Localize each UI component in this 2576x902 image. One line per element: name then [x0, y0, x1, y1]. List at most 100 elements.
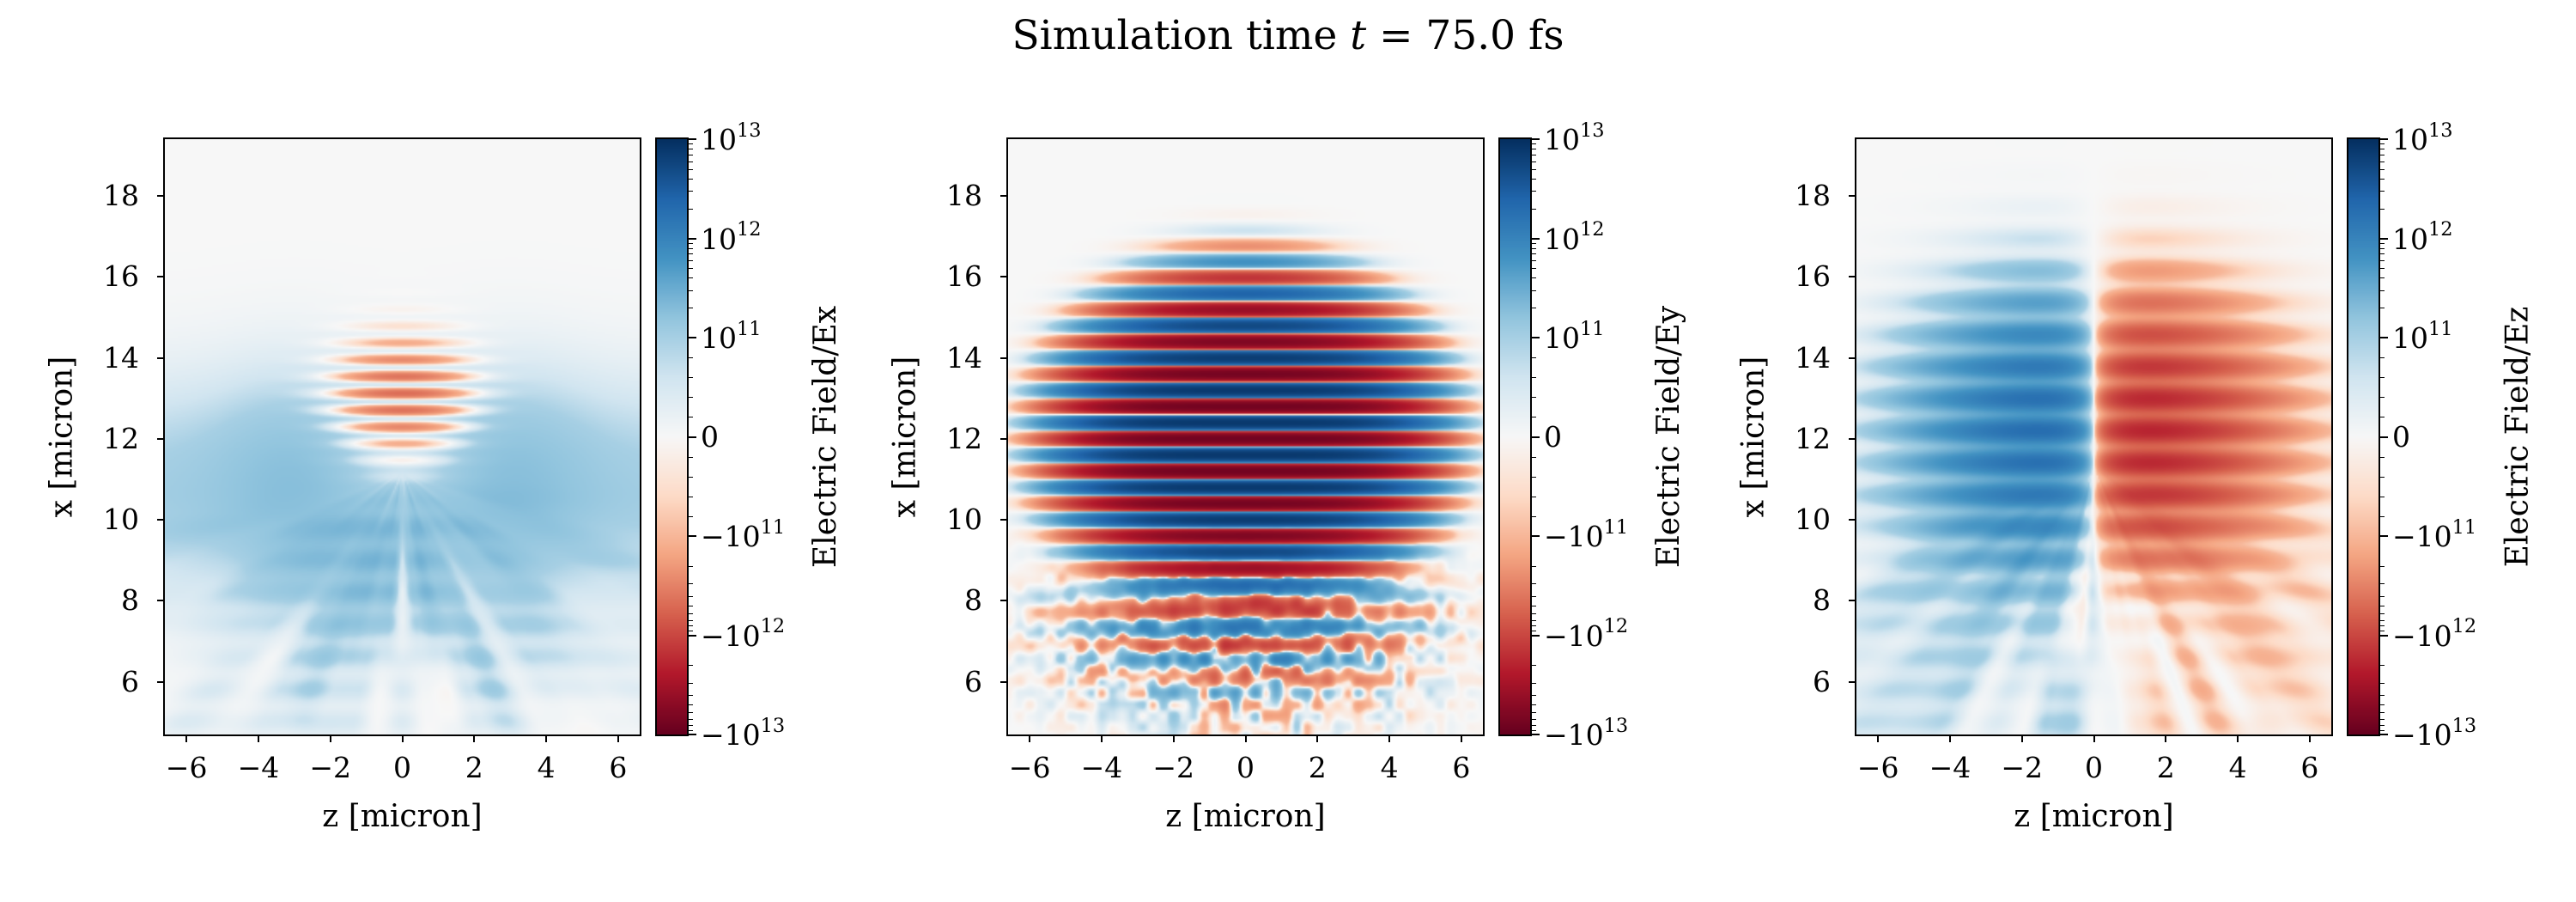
- y-tick-label: 14: [946, 340, 982, 375]
- colorbar-minor-tick: [689, 377, 693, 379]
- colorbar-minor-tick: [1532, 253, 1536, 255]
- colorbar-minor-tick: [2380, 242, 2385, 244]
- x-tick: [2237, 734, 2239, 742]
- y-tick: [157, 276, 165, 278]
- colorbar-minor-tick: [1532, 665, 1536, 667]
- colorbar-minor-tick: [689, 260, 693, 262]
- colorbar-tick: [1532, 634, 1540, 637]
- colorbar-Ex: [655, 137, 689, 736]
- x-tick-label: 4: [537, 751, 556, 784]
- colorbar-minor-tick: [2380, 565, 2385, 567]
- subplot-Ez: −6 −4 −2 0 2 4 6 6 8 10 12 14 16 18 1013 1012 1011 0 −1011…: [1736, 119, 2536, 834]
- colorbar-minor-tick: [1532, 613, 1536, 614]
- colorbar-tick-label: 1012: [701, 217, 762, 256]
- y-axis-label-text: x [micron]: [44, 356, 80, 518]
- colorbar-minor-tick: [1532, 476, 1536, 478]
- colorbar-tick-label: 1011: [2392, 317, 2453, 355]
- y-axis-label-Ez: x [micron]: [1735, 139, 1772, 734]
- axes-ticks-Ex: −6 −4 −2 0 2 4 6 6 8 10 12 14 16 18 1013 1012 1011 0 −1011…: [103, 119, 785, 784]
- x-tick-label: 6: [2300, 751, 2319, 784]
- y-tick: [1000, 276, 1008, 278]
- heatmap-Ez: [1856, 139, 2331, 734]
- colorbar-tick-label: 1012: [2392, 217, 2453, 256]
- colorbar-minor-tick: [1532, 289, 1536, 291]
- x-tick: [1029, 734, 1031, 742]
- x-tick-label: −2: [2001, 751, 2044, 784]
- y-tick-label: 16: [946, 259, 982, 294]
- colorbar-minor-tick: [1532, 143, 1536, 145]
- colorbar-minor-tick: [689, 476, 693, 478]
- colorbar-minor-tick: [2380, 191, 2385, 192]
- colorbar-minor-tick: [689, 625, 693, 627]
- colorbar-minor-tick: [2380, 619, 2385, 621]
- colorbar-minor-tick: [689, 208, 693, 210]
- y-tick-label: 6: [121, 664, 139, 698]
- x-tick-label: 4: [2228, 751, 2247, 784]
- colorbar-tick: [689, 237, 696, 240]
- colorbar-minor-tick: [1532, 625, 1536, 627]
- colorbar-tick: [1532, 237, 1540, 240]
- y-tick-label: 18: [946, 178, 982, 212]
- colorbar-tick: [689, 734, 696, 735]
- colorbar-minor-tick: [2380, 695, 2385, 697]
- colorbar-minor-tick: [1532, 208, 1536, 210]
- colorbar-minor-tick: [2380, 729, 2385, 731]
- colorbar-minor-tick: [2380, 253, 2385, 255]
- y-tick-label: 6: [1813, 664, 1831, 698]
- colorbar-tick-label: 1011: [1544, 317, 1605, 355]
- colorbar-minor-tick: [2380, 277, 2385, 279]
- colorbar-minor-tick: [1532, 595, 1536, 597]
- y-tick: [157, 437, 165, 440]
- colorbar-label-text: Electric Field/Ey: [1651, 305, 1687, 569]
- colorbar-tick: [1532, 535, 1540, 537]
- colorbar-label-Ex: Electric Field/Ex: [807, 139, 845, 734]
- colorbar-minor-tick: [2380, 515, 2385, 517]
- y-axis-label-text: x [micron]: [887, 356, 923, 518]
- y-tick: [1849, 195, 1856, 197]
- colorbar-minor-tick: [2380, 704, 2385, 706]
- x-tick-label: −2: [309, 751, 352, 784]
- colorbar-tick-label: 0: [2392, 419, 2410, 454]
- y-tick-label: 12: [1795, 421, 1831, 455]
- colorbar-minor-tick: [1532, 260, 1536, 262]
- x-tick-label: −4: [1080, 751, 1123, 784]
- colorbar-gradient-Ez: [2348, 139, 2379, 734]
- colorbar-minor-tick: [689, 168, 693, 170]
- colorbar-minor-tick: [1532, 729, 1536, 731]
- colorbar-tick: [1532, 734, 1540, 735]
- colorbar-tick: [1532, 436, 1540, 438]
- colorbar-minor-tick: [2380, 397, 2385, 399]
- x-axis-label-Ez: z [micron]: [2014, 799, 2174, 834]
- colorbar-tick-label: −1012: [701, 614, 786, 653]
- x-tick: [1172, 734, 1175, 742]
- colorbar-tick: [2380, 237, 2388, 240]
- colorbar-minor-tick: [2380, 682, 2385, 684]
- colorbar-minor-tick: [689, 277, 693, 279]
- y-axis-label-Ey: x [micron]: [886, 139, 924, 734]
- colorbar-minor-tick: [689, 595, 693, 597]
- colorbar-minor-tick: [2380, 168, 2385, 170]
- x-tick: [617, 734, 619, 742]
- colorbar-gradient-Ex: [657, 139, 687, 734]
- colorbar-minor-tick: [2380, 247, 2385, 249]
- colorbar-tick-label: 1012: [1544, 217, 1605, 256]
- colorbar-minor-tick: [1532, 619, 1536, 621]
- colorbar-tick: [689, 634, 696, 637]
- colorbar-minor-tick: [2380, 476, 2385, 478]
- x-tick: [545, 734, 548, 742]
- colorbar-minor-tick: [1532, 247, 1536, 249]
- y-tick: [157, 357, 165, 359]
- colorbar-tick-label: 1011: [701, 317, 762, 355]
- heatmap-Ey: [1008, 139, 1483, 734]
- x-tick: [473, 734, 476, 742]
- colorbar-tick-label: −1012: [2392, 614, 2477, 653]
- colorbar-minor-tick: [689, 143, 693, 145]
- colorbar-minor-tick: [689, 565, 693, 567]
- y-tick-label: 10: [946, 502, 982, 536]
- heatmap-Ex: [165, 139, 640, 734]
- colorbar-tick-label: −1011: [1544, 515, 1629, 553]
- subplot-Ex: −6 −4 −2 0 2 4 6 6 8 10 12 14 16 18 1013 1012 1011 0 −1011…: [45, 119, 844, 834]
- x-tick-label: −2: [1152, 751, 1195, 784]
- colorbar-minor-tick: [689, 456, 693, 458]
